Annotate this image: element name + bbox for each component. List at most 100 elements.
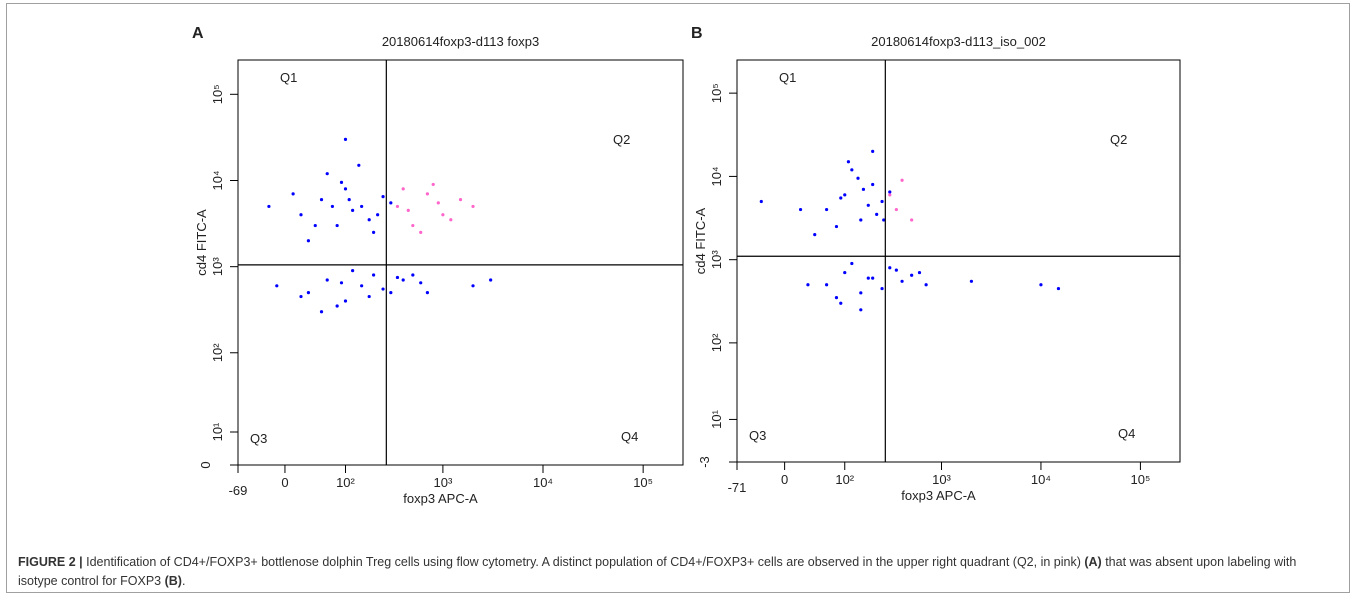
- y-tick-label: 10³: [709, 250, 724, 269]
- event-dot: [458, 198, 463, 202]
- event-dot: [330, 204, 335, 209]
- caption-ref: (B): [164, 574, 182, 588]
- event-dot: [880, 199, 884, 204]
- event-dot: [871, 149, 875, 153]
- event-dot: [839, 196, 843, 200]
- x-tick-label: -71: [728, 480, 747, 495]
- x-tick-label: 10⁵: [1130, 472, 1150, 487]
- event-dot: [888, 190, 892, 194]
- x-tick-label: 10⁴: [533, 475, 553, 490]
- event-dot: [436, 201, 440, 205]
- event-dot: [343, 299, 348, 303]
- plot-area: [736, 59, 1181, 463]
- event-dot: [813, 233, 817, 237]
- event-dot: [871, 276, 875, 280]
- panel-label: B: [691, 25, 703, 42]
- y-tick-label: 10⁴: [709, 166, 724, 186]
- event-dot: [910, 273, 914, 277]
- event-dot: [834, 296, 839, 300]
- y-tick-label: 0: [198, 461, 213, 468]
- figure: A 20180614foxp3-d113 foxp3 -69 0 10² 10³ 10⁴ 10…: [192, 25, 1181, 506]
- event-dot: [894, 268, 898, 272]
- event-dot: [425, 291, 430, 295]
- event-dot: [882, 218, 886, 222]
- x-tick-label: 10⁴: [1031, 472, 1051, 487]
- panel-label: A: [192, 25, 204, 42]
- event-dot: [856, 176, 860, 180]
- event-dot: [313, 223, 317, 228]
- event-dot: [924, 283, 928, 287]
- event-dot: [343, 187, 348, 191]
- event-dot: [441, 213, 445, 217]
- event-dot: [806, 283, 810, 287]
- chart-title: 20180614foxp3-d113 foxp3: [382, 34, 539, 49]
- caption-text: that was absent upon labeling with isoty…: [18, 555, 1297, 588]
- event-dot: [299, 213, 303, 217]
- y-tick-label: 10³: [210, 257, 225, 276]
- quadrant-label: Q4: [621, 429, 638, 444]
- event-dot: [372, 230, 376, 234]
- event-dot: [325, 172, 329, 176]
- event-dot: [395, 275, 400, 280]
- event-dot: [319, 310, 324, 314]
- event-dot: [357, 163, 361, 167]
- event-dot: [401, 278, 405, 282]
- event-dot: [859, 218, 863, 222]
- figure-frame: [6, 3, 1350, 593]
- x-tick-label: 10²: [835, 472, 854, 487]
- event-dot: [376, 213, 380, 217]
- event-dot: [900, 178, 904, 182]
- caption-label: FIGURE 2 |: [18, 555, 83, 569]
- event-dot: [411, 223, 415, 228]
- quadrant-label: Q2: [613, 132, 630, 147]
- event-dot: [395, 204, 400, 209]
- event-dot: [306, 239, 311, 243]
- event-dot: [471, 204, 475, 209]
- caption-text: Identification of CD4+/FOXP3+ bottlenose…: [86, 555, 1081, 569]
- event-dot: [360, 284, 364, 288]
- quadrant-label: Q4: [1118, 426, 1135, 441]
- quadrant-label: Q1: [280, 70, 297, 85]
- x-tick-label: 10²: [336, 475, 355, 490]
- event-dot: [866, 276, 870, 280]
- event-dot: [846, 160, 851, 164]
- y-axis-label: cd4 FITC-A: [693, 207, 708, 274]
- x-tick-label: 10³: [932, 472, 951, 487]
- event-dot: [351, 269, 355, 273]
- event-dot: [425, 192, 430, 196]
- event-dot: [471, 284, 475, 288]
- event-dot: [859, 308, 863, 312]
- event-dot: [381, 195, 385, 199]
- caption-ref: (A): [1084, 555, 1102, 569]
- x-axis-label: foxp3 APC-A: [403, 491, 478, 506]
- x-tick-label: 10³: [433, 475, 452, 490]
- x-tick-label: 0: [281, 475, 288, 490]
- event-dot: [351, 208, 355, 212]
- event-dot: [839, 301, 843, 305]
- event-dot: [343, 137, 348, 141]
- quadrant-label: Q3: [749, 428, 766, 443]
- event-dot: [389, 201, 393, 205]
- event-dot: [335, 223, 339, 228]
- event-dot: [389, 291, 393, 295]
- y-tick-label: 10⁵: [709, 83, 724, 103]
- caption: FIGURE 2 | Identification of CD4+/FOXP3+…: [18, 553, 1328, 591]
- event-dot: [419, 230, 423, 234]
- event-dot: [861, 187, 866, 191]
- y-axis-label: cd4 FITC-A: [194, 209, 209, 276]
- event-dot: [825, 207, 829, 212]
- event-dot: [843, 193, 847, 197]
- x-axis-label: foxp3 APC-A: [901, 488, 976, 503]
- event-dot: [367, 218, 371, 222]
- x-tick-label: 10⁵: [633, 475, 653, 490]
- event-dot: [339, 180, 344, 185]
- event-dot: [834, 224, 839, 229]
- y-tick-label: 10²: [709, 333, 724, 352]
- y-tick-label: 10⁵: [210, 84, 225, 104]
- event-dot: [850, 168, 854, 172]
- plot-area: [237, 59, 684, 466]
- event-dot: [419, 281, 423, 285]
- y-tick-label: 10²: [210, 343, 225, 362]
- event-dot: [894, 207, 898, 212]
